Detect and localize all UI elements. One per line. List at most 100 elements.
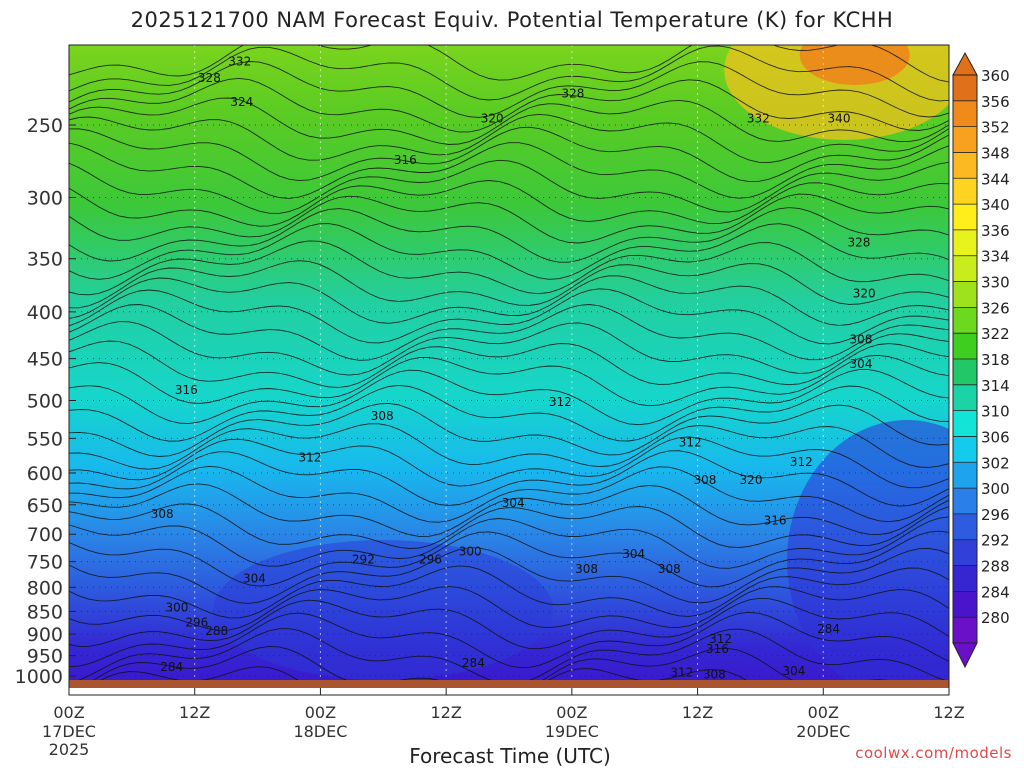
contour-line (69, 436, 949, 489)
x-tick-label: 00Z (808, 703, 839, 722)
cold-region (787, 420, 949, 688)
contour-label: 328 (198, 71, 221, 85)
contour-line (69, 465, 949, 523)
x-tick-sublabel: 20DEC (796, 722, 850, 741)
contour-label: 304 (622, 547, 645, 561)
contour-label: 300 (165, 601, 188, 615)
contour-label: 304 (782, 664, 805, 678)
contour-line (69, 402, 949, 457)
colorbar-label: 330 (981, 274, 1010, 292)
y-tick-label: 600 (27, 463, 63, 485)
x-tick-label: 00Z (53, 703, 84, 722)
contour-label: 312 (670, 665, 693, 679)
colorbar-label: 352 (981, 119, 1010, 137)
contour-line (69, 45, 949, 102)
colorbar-segment (953, 488, 977, 515)
colorbar-segment (953, 462, 977, 489)
contour-label: 316 (764, 513, 787, 527)
colorbar: 360 356 352 348 344 340 336 334 330 326 322 318 314 3… (952, 51, 1010, 669)
colorbar-label: 322 (981, 325, 1010, 343)
contour-line (69, 113, 949, 164)
x-tick-sublabel: 17DEC (42, 722, 96, 741)
colorbar-segment (953, 229, 977, 257)
colorbar-segment (953, 565, 977, 592)
colorbar-label: 336 (981, 222, 1010, 240)
colorbar-segment (953, 281, 977, 308)
contour-label: 312 (679, 436, 702, 450)
contour-line (69, 180, 949, 227)
y-tick-label: 400 (27, 302, 63, 324)
colorbar-segment (953, 513, 977, 541)
contour-label: 284 (160, 660, 183, 674)
contour-line (69, 597, 949, 650)
colorbar-label: 314 (981, 377, 1010, 395)
contour-label: 308 (850, 333, 873, 347)
contour-line (69, 503, 949, 549)
contour-line (69, 142, 949, 199)
contour-line (69, 611, 949, 669)
x-tick-label: 12Z (430, 703, 461, 722)
contour-line (69, 223, 949, 280)
contour-line (69, 126, 949, 183)
colorbar-segment (953, 307, 977, 334)
contour-label: 312 (298, 450, 321, 464)
contour-line (69, 450, 949, 507)
contour-line (69, 516, 949, 569)
contour-line (69, 321, 949, 376)
y-tick-label: 800 (27, 577, 63, 599)
contour-label: 328 (847, 236, 870, 250)
colorbar-segment (953, 178, 977, 205)
x-tick-label: 00Z (305, 703, 336, 722)
contour-label: 332 (747, 112, 770, 126)
contour-label: 284 (462, 656, 485, 670)
x-tick-label: 12Z (933, 703, 964, 722)
plot-frame (68, 44, 950, 696)
y-tick-label: 1000 (15, 666, 63, 688)
colorbar-segment (953, 384, 977, 412)
contour-line (69, 586, 949, 631)
contour-label: 316 (706, 642, 729, 656)
contour-label: 296 (185, 615, 208, 629)
colorbar-segment (953, 204, 977, 231)
contour-line (69, 193, 949, 244)
y-tick-label: 750 (27, 552, 63, 574)
contour-label: 308 (703, 667, 726, 681)
x-axis-label: Forecast Time (UTC) (409, 744, 611, 768)
contour-line (69, 260, 949, 309)
colorbar-label: 318 (981, 351, 1010, 369)
contour-label: 304 (502, 496, 525, 510)
colorbar-segment (953, 617, 977, 644)
contour-label: 308 (693, 473, 716, 487)
x-tick-sublabel: 19DEC (545, 722, 599, 741)
colorbar-label: 344 (981, 170, 1010, 188)
colorbar-segment (953, 152, 977, 179)
contour-label: 300 (459, 544, 482, 558)
contour-line (69, 423, 949, 470)
colorbar-label: 326 (981, 299, 1010, 317)
contour-line (69, 61, 949, 118)
colorbar-label: 284 (981, 583, 1010, 601)
x-tick-label: 12Z (682, 703, 713, 722)
contour-label: 308 (658, 562, 681, 576)
colorbar-label: 340 (981, 196, 1010, 214)
colorbar-label: 356 (981, 93, 1010, 111)
contour-label: 328 (561, 87, 584, 101)
contour-label: 332 (228, 54, 251, 68)
contour-label: 308 (151, 507, 174, 521)
contour-line (69, 304, 949, 361)
colorbar-segment (953, 591, 977, 618)
contour-line (69, 77, 949, 133)
colorbar-label: 280 (981, 609, 1010, 627)
contour-line (69, 369, 949, 426)
y-axis-ticks: 2503003504004505005506006507007508008509… (15, 115, 76, 688)
y-tick-label: 900 (27, 624, 63, 646)
contour-label: 304 (243, 571, 266, 585)
colorbar-label: 300 (981, 480, 1010, 498)
contour-label: 316 (394, 153, 417, 167)
colorbar-label: 288 (981, 558, 1010, 576)
contour-line (69, 530, 949, 588)
y-tick-label: 550 (27, 428, 63, 450)
contour-line (69, 354, 949, 407)
